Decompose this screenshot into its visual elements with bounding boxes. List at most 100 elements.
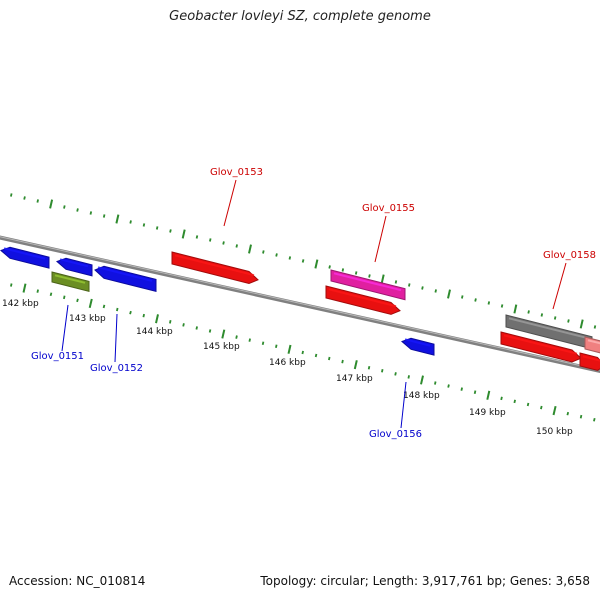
minor-tick (527, 310, 530, 314)
major-tick (248, 244, 252, 254)
minor-tick (500, 304, 504, 308)
major-tick (181, 229, 186, 239)
gene-labels: Glov_0151 Glov_0152 Glov_0153 Glov_0155 Glov… (31, 167, 596, 440)
minor-tick (368, 274, 371, 278)
leader-line (223, 179, 237, 227)
minor-tick (341, 359, 344, 364)
gene-feature-10[interactable] (584, 336, 600, 354)
gene-feature-6[interactable] (330, 269, 406, 301)
minor-tick (209, 238, 212, 242)
inner-tick-track (10, 283, 596, 422)
major-tick (314, 259, 319, 269)
feature-body[interactable] (401, 337, 435, 356)
scale-label: 150 kbp (536, 427, 573, 437)
gene-label-glov_0156[interactable]: Glov_0156 (369, 381, 422, 440)
gene-label-text[interactable]: Glov_0151 (31, 351, 84, 362)
gene-label-text[interactable]: Glov_0155 (362, 203, 415, 214)
major-tick (49, 199, 54, 209)
major-tick (22, 283, 27, 293)
minor-tick (102, 214, 106, 218)
minor-tick (314, 353, 318, 358)
minor-tick (116, 307, 119, 312)
minor-tick (23, 196, 26, 200)
genome-backbone (0, 235, 600, 373)
gene-feature-5[interactable] (171, 251, 259, 285)
gene-label-glov_0152[interactable]: Glov_0152 (90, 313, 143, 374)
minor-tick (567, 319, 570, 323)
major-tick (447, 289, 451, 299)
minor-tick (222, 241, 225, 245)
backbone-line (0, 235, 600, 373)
minor-tick (129, 220, 132, 224)
minor-tick (63, 295, 66, 300)
scale-label: 144 kbp (136, 327, 173, 337)
gene-label-glov_0155[interactable]: Glov_0155 (362, 203, 415, 263)
gene-label-text[interactable]: Glov_0153 (210, 167, 263, 178)
minor-tick (447, 384, 450, 388)
minor-tick (288, 256, 292, 260)
minor-tick (593, 417, 596, 422)
minor-tick (553, 316, 557, 320)
gene-feature-8[interactable] (401, 337, 435, 356)
feature-body[interactable] (584, 336, 600, 354)
minor-tick (566, 411, 570, 416)
minor-tick (408, 283, 411, 287)
minor-tick (328, 265, 331, 269)
minor-tick (235, 335, 238, 339)
major-tick (380, 274, 385, 284)
gene-feature-7[interactable] (325, 285, 401, 315)
minor-tick (76, 208, 79, 212)
scale-label: 143 kbp (69, 314, 106, 324)
feature-track[interactable] (0, 246, 600, 371)
major-tick (486, 390, 491, 400)
feature-highlight (59, 258, 89, 268)
feature-body[interactable] (56, 257, 93, 277)
minor-tick (275, 344, 278, 348)
gene-feature-11[interactable] (500, 331, 582, 363)
leader-line (61, 304, 69, 352)
scale-label: 147 kbp (336, 374, 373, 384)
leader-line (400, 381, 407, 429)
minor-tick (102, 304, 106, 309)
feature-highlight (582, 355, 600, 362)
gene-feature-1[interactable] (0, 246, 50, 269)
gene-feature-12[interactable] (579, 352, 600, 371)
major-tick (221, 329, 226, 339)
minor-tick (301, 259, 305, 263)
gene-label-glov_0153[interactable]: Glov_0153 (210, 167, 263, 227)
major-tick (420, 375, 424, 385)
gene-label-glov_0151[interactable]: Glov_0151 (31, 304, 84, 362)
minor-tick (341, 268, 345, 272)
gene-label-text[interactable]: Glov_0152 (90, 363, 143, 374)
minor-tick (182, 323, 185, 327)
feature-highlight (333, 272, 402, 292)
minor-tick (235, 244, 238, 248)
feature-body[interactable] (94, 265, 157, 293)
gene-label-text[interactable]: Glov_0156 (369, 429, 422, 440)
minor-tick (593, 325, 597, 329)
outer-tick-track (10, 193, 597, 329)
minor-tick (394, 280, 398, 284)
minor-tick (49, 292, 53, 297)
minor-tick (407, 375, 410, 379)
gene-label-text[interactable]: Glov_0158 (543, 250, 596, 261)
leader-line (114, 313, 118, 363)
minor-tick (76, 298, 79, 303)
gene-feature-2[interactable] (56, 257, 93, 277)
minor-tick (63, 205, 66, 209)
minor-tick (540, 405, 543, 410)
minor-tick (434, 381, 437, 385)
gene-label-glov_0158[interactable]: Glov_0158 (543, 250, 596, 310)
major-tick (513, 304, 518, 314)
feature-body[interactable] (0, 246, 50, 269)
minor-tick (142, 313, 145, 318)
major-tick (155, 314, 159, 324)
minor-tick (421, 286, 424, 290)
minor-tick (540, 313, 544, 317)
gene-feature-4[interactable] (51, 271, 90, 293)
feature-highlight (3, 247, 46, 260)
minor-tick (195, 235, 199, 239)
gene-feature-3[interactable] (94, 265, 157, 293)
minor-tick (579, 414, 583, 419)
